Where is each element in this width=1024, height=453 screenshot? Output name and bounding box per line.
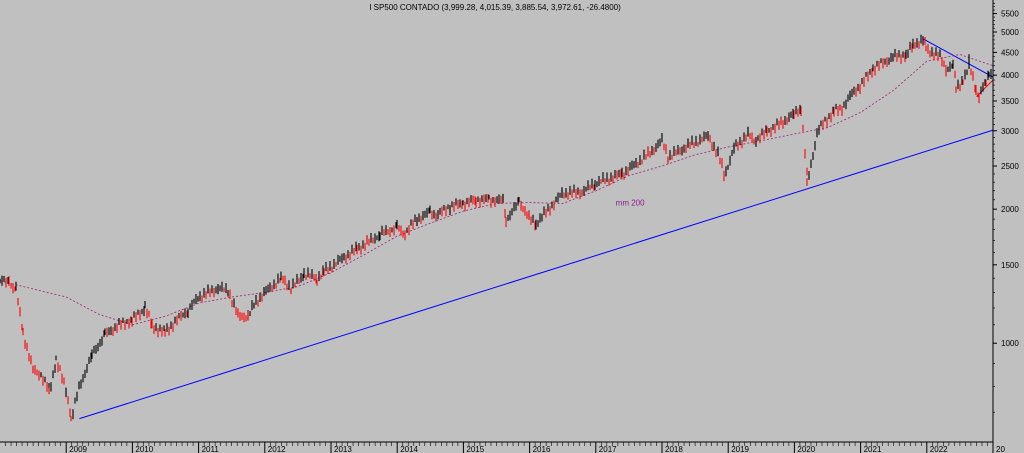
x-tick-label: 2016 xyxy=(533,445,551,453)
x-tick-label: 2012 xyxy=(268,445,286,453)
x-tick-label: 2022 xyxy=(930,445,948,453)
y-tick-label: 4500 xyxy=(1001,48,1019,57)
x-tick-label: 2018 xyxy=(665,445,683,453)
x-tick-label: 2013 xyxy=(334,445,352,453)
chart-title: I SP500 CONTADO (3,999.28, 4,015.39, 3,8… xyxy=(369,3,621,12)
x-tick-label: 2015 xyxy=(466,445,484,453)
y-tick-label: 4000 xyxy=(1001,71,1019,80)
x-tick-label: 2011 xyxy=(202,445,220,453)
x-tick-label: 2009 xyxy=(69,445,87,453)
x-tick-label: 2021 xyxy=(864,445,882,453)
series-mm200-line xyxy=(0,54,994,326)
annotation-mm200: mm 200 xyxy=(616,198,645,207)
y-axis: 5500 5000 4500 4000 3500 3000 2500 2000 1500 1000 xyxy=(993,2,1019,413)
x-tick-label: 2019 xyxy=(731,445,749,453)
y-tick-label: 2000 xyxy=(1001,205,1019,214)
y-tick-label: 1000 xyxy=(1001,339,1019,348)
x-tick-label: 2010 xyxy=(135,445,153,453)
x-axis: 2009 2010 2011 2012 2013 2014 2015 2016 2017 2018… xyxy=(5,442,1005,453)
y-tick-label: 5000 xyxy=(1001,28,1019,37)
y-tick-label: 3000 xyxy=(1001,127,1019,136)
x-tick-label: 2017 xyxy=(599,445,617,453)
y-tick-label: 2500 xyxy=(1001,162,1019,171)
y-tick-label: 3500 xyxy=(1001,97,1019,106)
y-tick-label: 5500 xyxy=(1001,10,1019,19)
x-tick-label: 2020 xyxy=(797,445,815,453)
trendline-1 xyxy=(923,38,994,78)
plot-area: mm 200 xyxy=(0,34,994,422)
y-tick-label: 1500 xyxy=(1001,261,1019,270)
x-tick-label: 20 xyxy=(996,445,1005,453)
x-tick-label: 2014 xyxy=(400,445,418,453)
trendline-0 xyxy=(79,129,994,420)
trendline-2 xyxy=(976,79,994,97)
